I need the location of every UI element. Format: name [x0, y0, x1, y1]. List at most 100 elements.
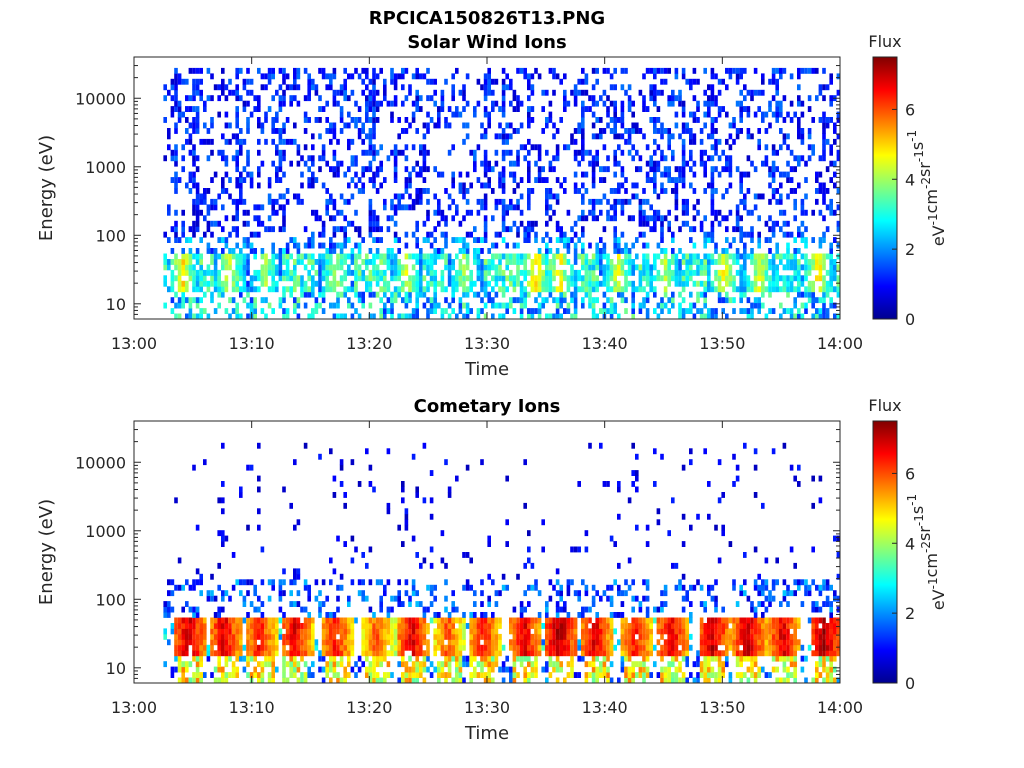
spectrogram-cell	[375, 248, 380, 254]
spectrogram-cell	[224, 275, 229, 282]
spectrogram-cell	[260, 280, 265, 287]
spectrogram-cell	[541, 302, 545, 309]
spectrogram-cell	[642, 297, 646, 304]
spectrogram-cell	[375, 166, 380, 173]
spectrogram-cell	[228, 89, 232, 96]
spectrogram-cell	[642, 264, 646, 271]
spectrogram-cell	[606, 209, 610, 216]
spectrogram-cell	[379, 275, 383, 282]
spectrogram-cell	[775, 89, 779, 96]
spectrogram-cell	[559, 117, 563, 123]
spectrogram-cell	[833, 209, 837, 216]
spectrogram-cell	[527, 220, 531, 227]
spectrogram-cell	[185, 95, 189, 102]
spectrogram-cell	[699, 149, 704, 156]
spectrogram-cell	[192, 84, 196, 91]
spectrogram-cell	[422, 623, 427, 629]
spectrogram-cell	[167, 204, 171, 211]
spectrogram-cell	[379, 297, 383, 304]
spectrogram-cell	[609, 302, 614, 309]
spectrogram-cell	[836, 313, 840, 319]
spectrogram-cell	[534, 297, 538, 304]
spectrogram-cell	[415, 220, 419, 227]
spectrogram-cell	[300, 259, 304, 265]
spectrogram-cell	[433, 297, 437, 304]
spectrogram-cell	[739, 291, 743, 298]
spectrogram-cell	[321, 253, 326, 260]
spectrogram-cell	[757, 89, 761, 96]
spectrogram-cell	[285, 313, 290, 319]
spectrogram-cell	[771, 67, 776, 74]
spectrogram-cell	[235, 149, 239, 156]
spectrogram-cell	[332, 155, 337, 162]
spectrogram-cell	[613, 302, 617, 309]
spectrogram-cell	[404, 590, 409, 597]
spectrogram-cell	[519, 209, 524, 216]
spectrogram-cell	[217, 237, 221, 243]
spectrogram-cell	[775, 78, 779, 85]
spectrogram-cell	[332, 302, 337, 309]
spectrogram-cell	[566, 144, 571, 151]
spectrogram-cell	[325, 128, 329, 134]
spectrogram-cell	[379, 160, 383, 167]
spectrogram-cell	[599, 198, 603, 205]
spectrogram-cell	[487, 269, 491, 276]
spectrogram-cell	[757, 253, 761, 260]
spectrogram-cell	[372, 661, 376, 668]
spectrogram-cell	[221, 149, 225, 156]
spectrogram-cell	[728, 155, 733, 162]
spectrogram-cell	[681, 171, 686, 178]
spectrogram-cell	[321, 155, 326, 162]
spectrogram-cell	[757, 242, 761, 249]
spectrogram-cell	[429, 546, 434, 553]
spectrogram-cell	[804, 302, 808, 309]
spectrogram-cell	[325, 286, 329, 293]
spectrogram-cell	[195, 117, 200, 123]
spectrogram-cell	[516, 644, 520, 651]
spectrogram-cell	[170, 177, 175, 183]
spectrogram-cell	[422, 655, 427, 662]
spectrogram-cell	[383, 204, 387, 211]
spectrogram-cell	[692, 160, 697, 167]
spectrogram-cell	[336, 617, 340, 624]
spectrogram-cell	[231, 226, 236, 233]
spectrogram-cell	[383, 650, 387, 657]
spectrogram-cell	[419, 171, 423, 178]
spectrogram-cell	[552, 193, 556, 200]
spectrogram-cell	[462, 122, 466, 129]
spectrogram-cell	[678, 226, 682, 233]
spectrogram-cell	[527, 171, 531, 178]
spectrogram-cell	[800, 209, 805, 216]
spectrogram-cell	[512, 106, 517, 112]
spectrogram-cell	[253, 313, 257, 319]
spectrogram-cell	[725, 138, 729, 145]
spectrogram-cell	[476, 144, 481, 151]
spectrogram-cell	[206, 313, 211, 319]
spectrogram-cell	[829, 78, 833, 85]
spectrogram-cell	[545, 177, 549, 183]
spectrogram-cell	[163, 117, 167, 123]
spectrogram-cell	[721, 215, 725, 222]
spectrogram-cell	[260, 633, 265, 640]
spectrogram-cell	[563, 297, 567, 304]
spectrogram-cell	[451, 144, 455, 151]
spectrogram-cell	[408, 655, 412, 662]
spectrogram-cell	[509, 297, 513, 304]
spectrogram-cell	[678, 177, 682, 183]
spectrogram-cell	[192, 204, 196, 211]
spectrogram-cell	[303, 286, 308, 293]
spectrogram-cell	[440, 308, 445, 314]
spectrogram-cell	[779, 111, 783, 118]
spectrogram-cell	[397, 579, 401, 586]
spectrogram-cell	[807, 286, 812, 293]
spectrogram-cell	[545, 639, 549, 646]
spectrogram-cell	[303, 253, 308, 260]
spectrogram-cell	[307, 182, 311, 189]
spectrogram-cell	[487, 166, 491, 173]
spectrogram-cell	[595, 275, 599, 282]
spectrogram-cell	[426, 297, 430, 304]
spectrogram-cell	[534, 655, 538, 662]
spectrogram-cell	[264, 633, 268, 640]
spectrogram-cell	[552, 650, 556, 657]
spectrogram-cell	[170, 672, 175, 678]
